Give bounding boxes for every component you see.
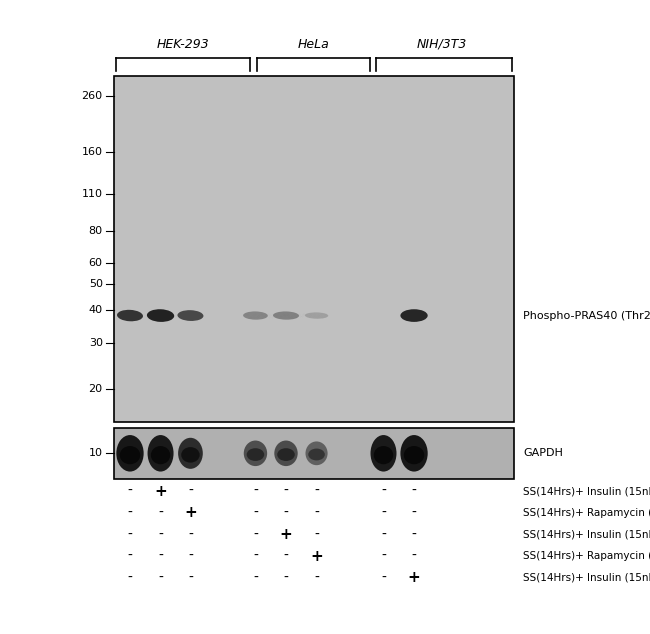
Text: -: -: [188, 571, 193, 585]
Text: -: -: [253, 484, 258, 498]
Text: +: +: [280, 527, 292, 542]
Ellipse shape: [148, 435, 174, 472]
Ellipse shape: [177, 310, 203, 321]
Text: -: -: [314, 506, 319, 520]
Ellipse shape: [278, 448, 294, 461]
Text: SS(14Hrs)+ Insulin (15nM,20min): SS(14Hrs)+ Insulin (15nM,20min): [523, 529, 650, 540]
Ellipse shape: [306, 441, 328, 465]
Ellipse shape: [178, 438, 203, 469]
Text: HeLa: HeLa: [298, 37, 329, 51]
Ellipse shape: [116, 435, 144, 472]
Text: -: -: [253, 571, 258, 585]
Text: 40: 40: [88, 305, 103, 314]
Ellipse shape: [274, 441, 298, 466]
Text: -: -: [283, 549, 289, 563]
Text: NIH/3T3: NIH/3T3: [417, 37, 467, 51]
Text: 80: 80: [88, 226, 103, 236]
Text: -: -: [411, 527, 417, 541]
Bar: [114, 76, 514, 422]
Text: -: -: [127, 571, 133, 585]
Text: -: -: [314, 571, 319, 585]
Text: -: -: [381, 484, 386, 498]
Text: +: +: [184, 505, 197, 521]
Text: +: +: [154, 484, 167, 499]
Text: -: -: [411, 484, 417, 498]
Text: -: -: [253, 549, 258, 563]
Text: GAPDH: GAPDH: [523, 448, 563, 458]
Text: -: -: [381, 571, 386, 585]
Ellipse shape: [370, 435, 396, 472]
Text: SS(14Hrs)+ Insulin (15nM,20min): SS(14Hrs)+ Insulin (15nM,20min): [523, 486, 650, 496]
Text: -: -: [253, 527, 258, 541]
Text: +: +: [408, 570, 421, 585]
Text: -: -: [127, 484, 133, 498]
Text: -: -: [381, 527, 386, 541]
Text: -: -: [283, 506, 289, 520]
Ellipse shape: [244, 441, 267, 466]
Text: -: -: [188, 549, 193, 563]
Text: -: -: [127, 549, 133, 563]
Text: -: -: [314, 484, 319, 498]
Text: -: -: [283, 484, 289, 498]
Text: -: -: [188, 527, 193, 541]
Text: 30: 30: [88, 337, 103, 347]
Text: -: -: [381, 506, 386, 520]
Bar: [114, 428, 514, 479]
Text: -: -: [127, 527, 133, 541]
Text: -: -: [158, 506, 163, 520]
Text: SS(14Hrs)+ Rapamycin (10nM,30min): SS(14Hrs)+ Rapamycin (10nM,30min): [523, 508, 650, 518]
Ellipse shape: [247, 448, 264, 461]
Text: 10: 10: [88, 448, 103, 458]
Ellipse shape: [308, 449, 325, 460]
Text: -: -: [314, 527, 319, 541]
Ellipse shape: [120, 446, 140, 464]
Text: -: -: [158, 549, 163, 563]
Text: SS(14Hrs)+ Insulin (15nM,20min): SS(14Hrs)+ Insulin (15nM,20min): [523, 573, 650, 583]
Ellipse shape: [404, 446, 424, 464]
Ellipse shape: [147, 309, 174, 322]
Text: -: -: [411, 506, 417, 520]
Text: +: +: [310, 548, 323, 564]
Text: HEK-293: HEK-293: [157, 37, 210, 51]
Text: 260: 260: [81, 91, 103, 101]
Text: -: -: [411, 549, 417, 563]
Text: -: -: [253, 506, 258, 520]
Text: 60: 60: [88, 259, 103, 268]
Text: SS(14Hrs)+ Rapamycin (10nM,30min): SS(14Hrs)+ Rapamycin (10nM,30min): [523, 551, 650, 561]
Ellipse shape: [243, 311, 268, 320]
Text: -: -: [283, 571, 289, 585]
Ellipse shape: [400, 309, 428, 322]
Ellipse shape: [305, 313, 328, 319]
Ellipse shape: [374, 446, 393, 464]
Ellipse shape: [400, 435, 428, 472]
Text: Phospho-PRAS40 (Thr246): Phospho-PRAS40 (Thr246): [523, 311, 650, 321]
Text: -: -: [158, 527, 163, 541]
Text: 20: 20: [88, 384, 103, 394]
Text: -: -: [127, 506, 133, 520]
Ellipse shape: [151, 446, 170, 464]
Text: -: -: [158, 571, 163, 585]
Ellipse shape: [117, 310, 143, 321]
Text: -: -: [188, 484, 193, 498]
Ellipse shape: [273, 311, 299, 320]
Text: -: -: [381, 549, 386, 563]
Text: 160: 160: [82, 146, 103, 157]
Ellipse shape: [181, 447, 200, 463]
Text: 50: 50: [88, 279, 103, 289]
Text: 110: 110: [82, 190, 103, 199]
